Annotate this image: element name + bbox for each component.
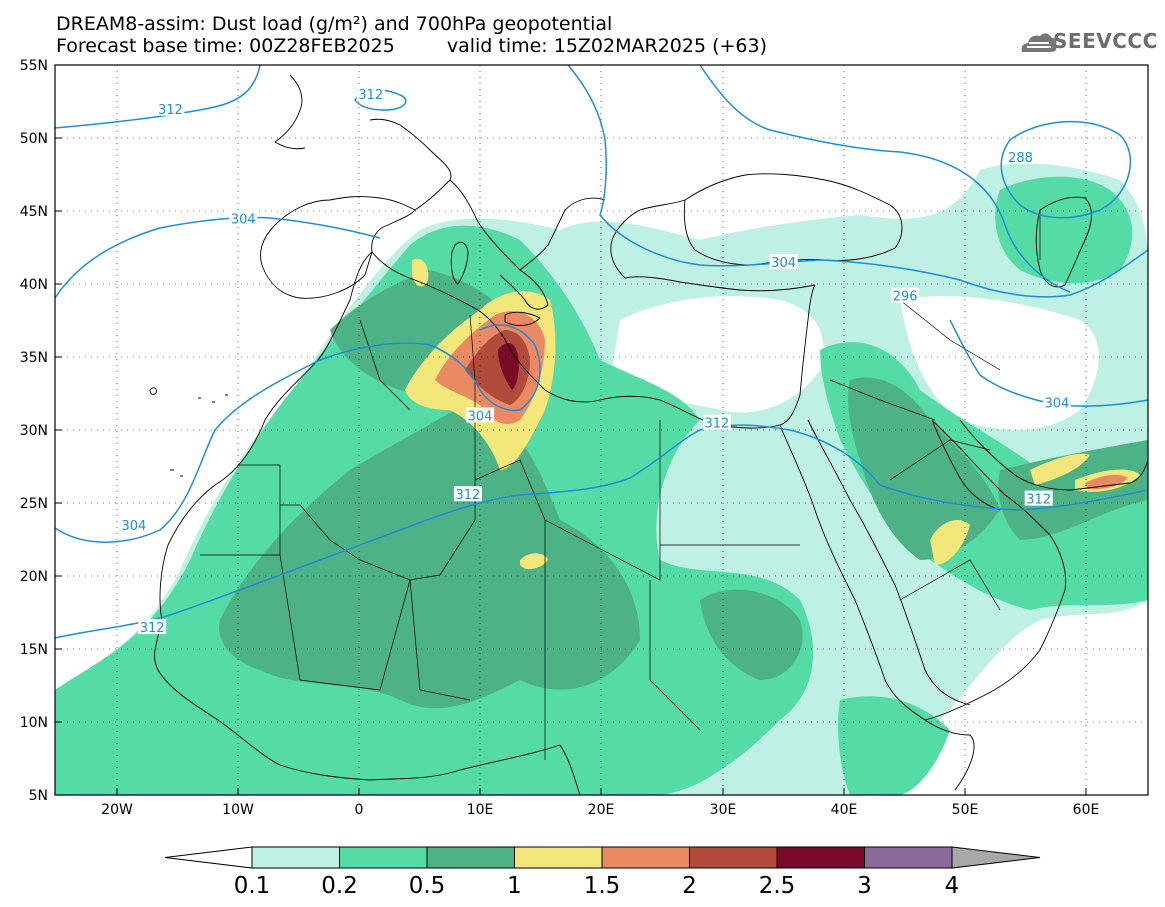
lon-label: 20E	[588, 802, 615, 818]
dust-strong-sahara	[219, 400, 640, 709]
lon-label: 30E	[710, 802, 737, 818]
lat-label: 25N	[20, 496, 48, 512]
contour-label-bg	[156, 100, 185, 116]
contour-label: 304	[122, 519, 147, 534]
colorbar-label: 2	[682, 873, 697, 899]
dust-yellow-spain	[412, 258, 429, 287]
contour-label: 304	[1045, 396, 1070, 411]
colorbar-swatch	[864, 846, 953, 869]
contour-label-bg	[453, 486, 482, 502]
latitude-labels: 55N 50N 45N 40N 35N 30N 25N 20N 15N 10N …	[20, 58, 48, 804]
colorbar-swatch	[251, 846, 340, 869]
colorbar-label: 0.2	[321, 873, 358, 899]
dust-gap-north	[55, 65, 1148, 600]
contour-labels: 312 312 288 304 304 296 304 312 304 312 312 304 312	[119, 86, 1071, 636]
lat-label: 50N	[20, 131, 48, 147]
contour-label: 312	[1026, 493, 1051, 508]
coastlines	[149, 74, 1148, 795]
lat-label: 30N	[20, 423, 48, 439]
colorbar-swatch	[339, 846, 428, 869]
valid-time: valid time: 15Z02MAR2025 (+63)	[446, 35, 768, 57]
contour-label-bg	[702, 414, 731, 430]
contour-label: 304	[231, 212, 256, 227]
contour-label-bg	[1006, 148, 1035, 164]
contour-label: 312	[158, 103, 183, 118]
colorbar	[164, 846, 1041, 869]
lat-label: 55N	[20, 58, 48, 74]
colorbar-label: 2.5	[759, 873, 796, 899]
dust-medium-horn	[838, 696, 950, 795]
time-info: Forecast base time: 00Z28FEB2025 valid ti…	[56, 36, 767, 57]
contour-label-bg	[1042, 394, 1071, 410]
axis-ticks	[55, 64, 1087, 795]
lat-label: 15N	[20, 642, 48, 658]
longitude-labels: 20W 10W 0 10E 20E 30E 40E 50E 60E	[101, 802, 1099, 818]
dust-strong-arabia	[848, 377, 1000, 560]
contour-label-bg	[466, 407, 495, 423]
colorbar-labels: 0.1 0.2 0.5 1 1.5 2 2.5 3 4	[234, 873, 960, 899]
dust-load-fields	[55, 65, 1148, 795]
lat-label: 40N	[20, 277, 48, 293]
lat-label: 45N	[20, 204, 48, 220]
lon-label: 10W	[222, 802, 254, 818]
dust-yellow-arabia	[930, 520, 970, 565]
contour-label-bg	[229, 210, 258, 226]
lat-label: 35N	[20, 350, 48, 366]
contour-label: 288	[1008, 151, 1033, 166]
dust-gap-east-med	[610, 296, 824, 413]
lat-label: 10N	[20, 715, 48, 731]
colorbar-label: 0.5	[409, 873, 446, 899]
contour-label: 312	[455, 488, 480, 503]
lat-label: 5N	[29, 788, 48, 804]
contour-label: 312	[358, 88, 383, 103]
dust-yellow-iran	[1030, 453, 1090, 485]
contour-label-bg	[1024, 490, 1053, 506]
lon-label: 60E	[1073, 802, 1100, 818]
colorbar-label: 1	[507, 873, 522, 899]
dust-medium-caspian	[995, 176, 1133, 284]
colorbar-label: 0.1	[234, 873, 271, 899]
colorbar-swatch	[514, 846, 603, 869]
logo-text: SEEVCCC	[1053, 29, 1158, 53]
lon-label: 0	[355, 802, 364, 818]
contour-label: 312	[704, 417, 729, 432]
contour-label-bg	[138, 619, 167, 635]
contour-label-bg	[891, 287, 920, 303]
colorbar-label: 4	[945, 873, 960, 899]
lat-label: 20N	[20, 569, 48, 585]
map-title: DREAM8-assim: Dust load (g/m²) and 700hP…	[56, 13, 613, 35]
contour-label: 304	[468, 409, 493, 424]
contour-label: 296	[893, 290, 918, 305]
contour-label-bg	[119, 516, 148, 532]
contour-label-bg	[769, 254, 798, 270]
colorbar-label: 3	[857, 873, 872, 899]
dust-strong-sudan	[700, 589, 803, 680]
colorbar-swatch	[426, 846, 515, 869]
dust-orange-iran	[1085, 474, 1128, 490]
colorbar-swatch	[776, 846, 865, 869]
contour-label: 304	[771, 256, 796, 271]
lon-label: 40E	[831, 802, 858, 818]
dust-yellow-niger	[520, 553, 548, 570]
contour-label-bg	[356, 86, 385, 102]
lon-label: 10E	[467, 802, 494, 818]
contour-label: 312	[140, 621, 165, 636]
cloud-logo-icon	[1021, 33, 1057, 52]
colorbar-swatch	[689, 846, 778, 869]
colorbar-label: 1.5	[584, 873, 621, 899]
colorbar-swatch	[601, 846, 690, 869]
map-area: 312 312 288 304 304 296 304 312 304 312 312 304 312	[55, 65, 1148, 795]
colorbar-min-arrow	[164, 846, 253, 869]
colorbar-max-arrow	[951, 846, 1041, 869]
forecast-base-time: Forecast base time: 00Z28FEB2025	[56, 35, 395, 57]
lon-label: 20W	[101, 802, 133, 818]
lon-label: 50E	[952, 802, 979, 818]
